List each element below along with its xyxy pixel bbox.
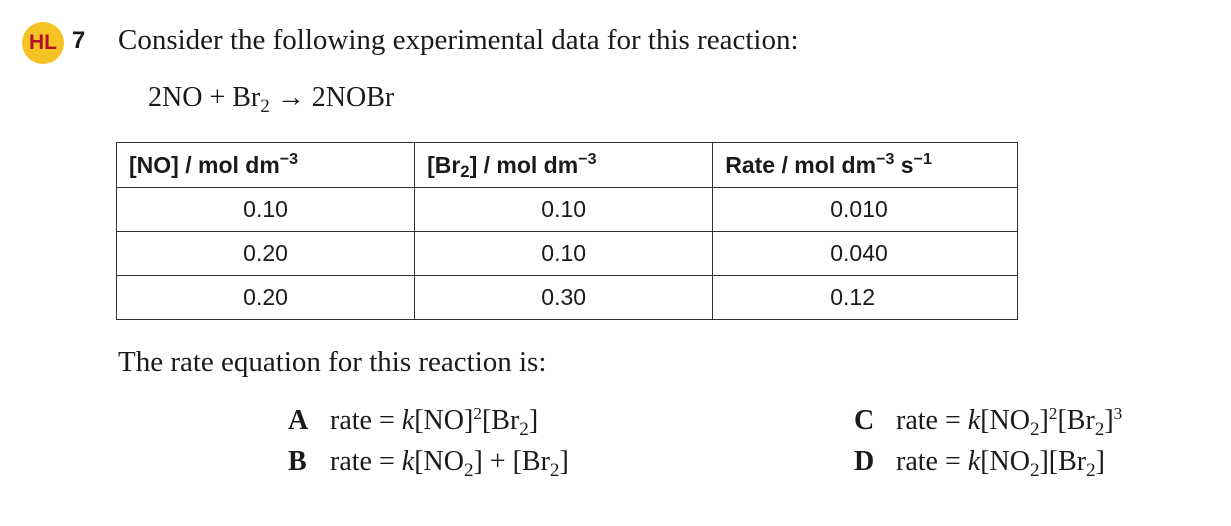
reaction-equation: 2NO + Br2 → 2NOBr	[148, 82, 395, 117]
cell-no: 0.10	[115, 187, 416, 232]
header-br2-concentration: [Br2] / mol dm−3	[414, 142, 714, 188]
question-prompt: Consider the following experimental data…	[118, 24, 799, 56]
header-rate: Rate / mol dm−3 s−1	[712, 142, 1018, 188]
option-a-text: rate = k[NO]2[Br2]	[330, 404, 539, 440]
question-number: 7	[72, 27, 86, 54]
equation-reactants: 2NO + Br	[148, 82, 261, 113]
cell-rate: 0.010	[712, 187, 1018, 232]
header-no-concentration: [NO] / mol dm−3	[115, 142, 416, 188]
experimental-data-table: [NO] / mol dm−3 [Br2] / mol dm−3 Rate / …	[115, 142, 1018, 320]
equation-product: 2NOBr	[311, 82, 395, 113]
table-header-row: [NO] / mol dm−3 [Br2] / mol dm−3 Rate / …	[115, 142, 1018, 188]
cell-no: 0.20	[115, 275, 416, 320]
cell-br2: 0.10	[414, 231, 714, 276]
table-row: 0.20 0.30 0.12	[115, 275, 1018, 320]
table-row: 0.10 0.10 0.010	[115, 187, 1018, 232]
equation-arrow: →	[269, 82, 312, 113]
cell-no: 0.20	[115, 231, 416, 276]
cell-rate: 0.12	[712, 275, 1018, 320]
cell-br2: 0.30	[414, 275, 714, 320]
option-letter: B	[288, 446, 307, 477]
option-d-text: rate = k[NO2][Br2]	[896, 446, 1105, 481]
option-letter: A	[288, 405, 309, 436]
equation-subscript: 2	[260, 95, 270, 117]
table-row: 0.20 0.10 0.040	[115, 231, 1018, 276]
question-stem: The rate equation for this reaction is:	[118, 346, 547, 378]
option-letter: C	[854, 405, 875, 436]
hl-badge: HL	[22, 22, 64, 64]
cell-rate: 0.040	[712, 231, 1018, 276]
option-letter: D	[854, 446, 875, 477]
cell-br2: 0.10	[414, 187, 714, 232]
option-b-text: rate = k[NO2] + [Br2]	[330, 446, 569, 481]
option-c-text: rate = k[NO2]2[Br2]3	[896, 404, 1123, 440]
